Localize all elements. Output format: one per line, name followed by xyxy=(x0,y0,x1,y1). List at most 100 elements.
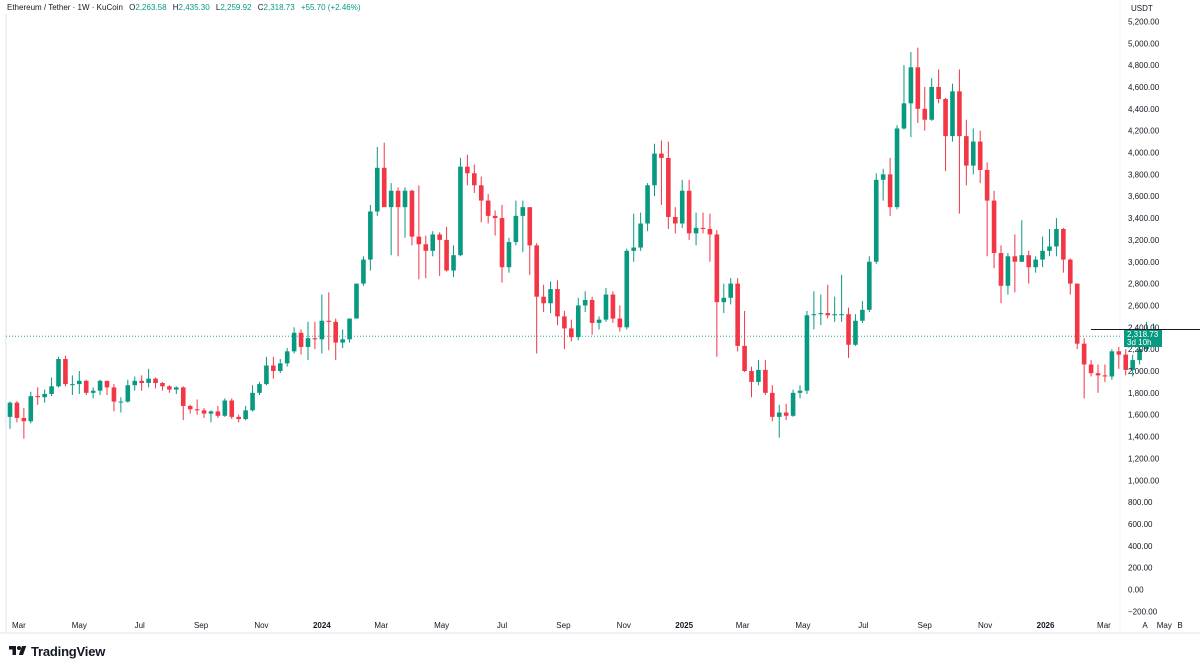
candle-body xyxy=(742,345,747,371)
time-axis-label[interactable]: Jul xyxy=(858,621,868,630)
candle-body xyxy=(56,358,61,387)
candle-body xyxy=(610,294,616,319)
candle-body xyxy=(77,380,82,385)
time-axis-labels[interactable]: Mar May Jul Sep Nov 2024 Mar May Jul Sep Nov 2025 Ma… xyxy=(12,621,1200,630)
candle-body xyxy=(409,190,415,237)
price-tick-label[interactable]: 4,400.00 xyxy=(1128,105,1160,114)
candle-body xyxy=(693,227,699,234)
price-tick-label[interactable]: 200.00 xyxy=(1128,564,1153,573)
candle-body xyxy=(347,318,352,340)
candle-body xyxy=(14,402,20,418)
change-value: +55.70 (+2.46%) xyxy=(300,3,361,12)
price-tick-label[interactable]: 1,000.00 xyxy=(1128,476,1160,485)
candle-body xyxy=(735,283,740,346)
candle-body xyxy=(28,396,34,422)
candle-body xyxy=(1040,250,1045,260)
price-tick-label[interactable]: 1,800.00 xyxy=(1128,389,1160,398)
candle-body xyxy=(83,380,89,393)
candle-body xyxy=(548,289,553,304)
price-tick-label[interactable]: 2,000.00 xyxy=(1128,367,1160,376)
tradingview-brand[interactable]: TradingView xyxy=(8,642,105,660)
auto-scale-toggle[interactable]: A xyxy=(1142,621,1148,630)
candle-body xyxy=(333,321,339,343)
price-tick-label[interactable]: 400.00 xyxy=(1128,542,1153,551)
price-tick-label[interactable]: 4,600.00 xyxy=(1128,83,1160,92)
symbol-title[interactable]: Ethereum / Tether · 1W · KuCoin xyxy=(7,3,123,12)
candle-body xyxy=(998,253,1004,286)
time-axis-label[interactable]: 2026 xyxy=(1037,621,1055,630)
candle-body xyxy=(277,363,283,371)
price-tick-label[interactable]: 3,000.00 xyxy=(1128,258,1160,267)
candle-body xyxy=(1137,349,1142,361)
candle-body xyxy=(423,244,429,251)
time-axis-label[interactable]: 2024 xyxy=(313,621,331,630)
price-tick-label[interactable]: 3,800.00 xyxy=(1128,170,1160,179)
price-tick-label[interactable]: 800.00 xyxy=(1128,498,1153,507)
high-label: H xyxy=(172,3,179,12)
time-axis-label[interactable]: Mar xyxy=(736,621,750,630)
price-tick-label[interactable]: 4,000.00 xyxy=(1128,149,1160,158)
candle-body xyxy=(506,242,512,268)
candle-body xyxy=(42,393,47,398)
candle-body xyxy=(964,136,969,166)
candle-body xyxy=(1123,354,1129,370)
log-scale-toggle[interactable]: B xyxy=(1177,621,1182,630)
price-tick-label[interactable]: −200.00 xyxy=(1128,607,1158,616)
price-tick-label[interactable]: 3,400.00 xyxy=(1128,214,1160,223)
last-price-value: 2,318.73 xyxy=(1127,330,1159,339)
time-axis-label[interactable]: Sep xyxy=(556,621,571,630)
candle-body xyxy=(229,400,235,417)
time-axis-label[interactable]: Jul xyxy=(135,621,145,630)
time-axis-label[interactable]: Mar xyxy=(374,621,388,630)
time-axis-label[interactable]: May xyxy=(72,621,87,630)
price-tick-label[interactable]: 1,400.00 xyxy=(1128,433,1160,442)
candle-body xyxy=(1095,373,1101,376)
time-axis-label[interactable]: Sep xyxy=(918,621,933,630)
candle-body xyxy=(1047,246,1052,251)
candle-body xyxy=(562,316,567,329)
price-tick-label[interactable]: 0.00 xyxy=(1128,586,1144,595)
time-axis-label[interactable]: Mar xyxy=(12,621,26,630)
price-tick-label[interactable]: 5,200.00 xyxy=(1128,17,1160,26)
price-tick-label[interactable]: 4,800.00 xyxy=(1128,61,1160,70)
price-tick-label[interactable]: 2,400.00 xyxy=(1128,323,1160,332)
price-axis-ticks[interactable]: 5,200.00 5,000.00 4,800.00 4,600.00 4,400.00… xyxy=(1128,17,1160,616)
time-axis-label[interactable]: Mar xyxy=(1097,621,1111,630)
candle-body xyxy=(1074,283,1080,344)
candle-body xyxy=(180,387,186,406)
price-tick-label[interactable]: 4,200.00 xyxy=(1128,127,1160,136)
open-value: 2,263.58 xyxy=(135,3,167,12)
candle-body xyxy=(250,392,255,411)
candle-body xyxy=(271,365,276,371)
price-tick-label[interactable]: 1,600.00 xyxy=(1128,411,1160,420)
price-tick-label[interactable]: 1,200.00 xyxy=(1128,454,1160,463)
candle-body xyxy=(790,392,796,416)
candle-body xyxy=(1088,364,1094,374)
candles xyxy=(7,47,1156,439)
candle-body xyxy=(686,190,692,234)
price-tick-label[interactable]: 5,000.00 xyxy=(1128,39,1160,48)
price-tick-label[interactable]: 2,800.00 xyxy=(1128,280,1160,289)
time-axis-label[interactable]: 2025 xyxy=(675,621,693,630)
time-axis-label[interactable]: Nov xyxy=(978,621,992,630)
candle-body xyxy=(527,207,533,246)
symbol-header[interactable]: Ethereum / Tether · 1W · KuCoin O2,263.5… xyxy=(7,3,361,12)
time-axis-label[interactable]: May xyxy=(434,621,449,630)
price-tick-label[interactable]: 2,200.00 xyxy=(1128,345,1160,354)
candle-body xyxy=(1067,259,1073,284)
price-tick-label[interactable]: 600.00 xyxy=(1128,520,1153,529)
candle-body xyxy=(194,409,200,411)
time-axis-label[interactable]: Jul xyxy=(497,621,507,630)
candle-body xyxy=(659,153,664,158)
price-tick-label[interactable]: 3,200.00 xyxy=(1128,236,1160,245)
price-tick-label[interactable]: 2,600.00 xyxy=(1128,301,1160,310)
time-axis-label[interactable]: Nov xyxy=(617,621,631,630)
bar-countdown: 3d 10h xyxy=(1127,338,1152,347)
time-axis-label[interactable]: May xyxy=(795,621,810,630)
time-axis-label[interactable]: May xyxy=(1157,621,1172,630)
time-axis-label[interactable]: Sep xyxy=(194,621,209,630)
time-axis-label[interactable]: Nov xyxy=(254,621,268,630)
candle-body xyxy=(700,227,706,229)
price-tick-label[interactable]: 3,600.00 xyxy=(1128,192,1160,201)
